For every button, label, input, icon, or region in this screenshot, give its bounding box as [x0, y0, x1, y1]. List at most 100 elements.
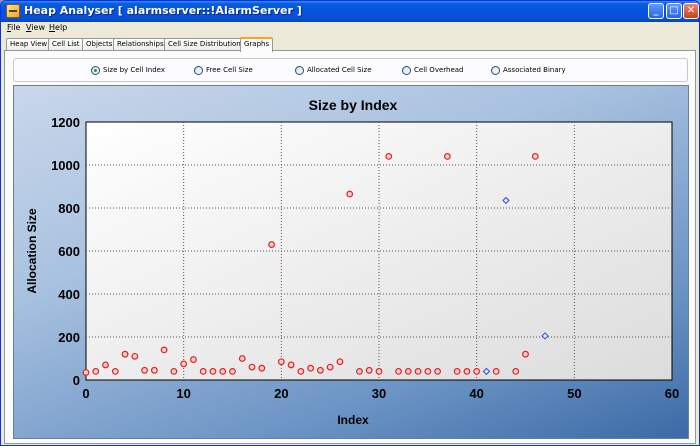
menu-file-mnemonic: F	[7, 23, 12, 32]
radio-label: Associated Binary	[503, 66, 566, 74]
data-point-free	[541, 332, 549, 340]
radio-icon	[194, 66, 203, 75]
y-axis-ticks: 0 200 400 600 800 1000 1200	[51, 115, 80, 388]
chart-area: Size by Index 0 200 400 600 800 1000 1200 0 10 2…	[13, 85, 689, 439]
data-point-allocated	[150, 366, 158, 374]
data-point-allocated	[375, 368, 383, 375]
data-point-allocated	[131, 352, 139, 360]
x-tick-label: 30	[372, 386, 386, 401]
menu-file-label: ile	[11, 23, 21, 32]
chart-title: Size by Index	[309, 97, 398, 113]
y-tick-label: 1200	[51, 115, 80, 130]
menu-view[interactable]: View	[26, 23, 45, 32]
x-tick-label: 60	[665, 386, 679, 401]
data-point-allocated	[287, 361, 295, 369]
y-tick-label: 600	[58, 244, 80, 259]
data-point-allocated	[365, 366, 373, 374]
menu-help-label: elp	[55, 23, 68, 32]
data-point-allocated	[522, 350, 529, 358]
data-point-allocated	[277, 358, 285, 366]
radio-label: Cell Overhead	[414, 66, 464, 74]
data-point-allocated	[356, 368, 363, 375]
data-point-allocated	[82, 369, 90, 376]
graphs-panel: Size by Cell Index Free Cell Size Alloca…	[4, 50, 696, 444]
data-point-allocated	[453, 368, 461, 375]
size-by-index-chart: Size by Index 0 200 400 600 800 1000 1200 0 10 2…	[25, 97, 679, 427]
data-point-allocated	[317, 366, 324, 374]
radio-label: Size by Cell Index	[103, 66, 165, 74]
menu-bar: File View Help	[1, 22, 699, 36]
data-point-allocated	[336, 358, 344, 366]
data-point-free	[482, 367, 491, 376]
data-point-allocated	[473, 368, 481, 375]
menu-help[interactable]: Help	[49, 23, 67, 32]
data-point-allocated	[258, 364, 266, 372]
grid-lines	[86, 122, 672, 380]
data-point-allocated	[111, 368, 119, 375]
data-point-allocated	[141, 366, 149, 374]
data-point-allocated	[326, 363, 334, 371]
data-point-allocated	[268, 241, 275, 248]
x-axis-ticks: 0 10 20 30 40 50 60	[82, 386, 679, 401]
data-point-allocated	[385, 152, 393, 160]
data-point-allocated	[248, 363, 256, 371]
x-tick-label: 50	[567, 386, 581, 401]
data-point-allocated	[160, 346, 168, 354]
minimize-button[interactable]: _	[648, 3, 664, 19]
close-button[interactable]: ✕	[683, 3, 699, 19]
data-point-allocated	[443, 152, 451, 160]
data-point-allocated	[404, 368, 412, 375]
x-tick-label: 10	[176, 386, 190, 401]
data-point-allocated	[434, 368, 442, 375]
data-point-allocated	[414, 368, 422, 375]
maximize-button[interactable]: □	[666, 3, 682, 19]
menu-view-label: iew	[31, 23, 45, 32]
radio-label: Allocated Cell Size	[307, 66, 372, 74]
data-point-allocated	[209, 368, 217, 375]
y-tick-label: 800	[58, 201, 80, 216]
y-axis-label: Allocation Size	[25, 208, 39, 294]
y-tick-label: 0	[73, 373, 80, 388]
x-axis-label: Index	[337, 413, 369, 427]
x-tick-label: 20	[274, 386, 288, 401]
data-point-allocated	[92, 368, 100, 375]
y-tick-label: 1000	[51, 158, 80, 173]
data-point-allocated	[424, 368, 432, 375]
data-point-allocated	[512, 368, 520, 375]
data-point-free	[502, 196, 510, 205]
x-tick-label: 40	[469, 386, 483, 401]
data-point-allocated	[229, 368, 236, 375]
data-point-allocated	[395, 368, 402, 375]
data-point-allocated	[199, 368, 207, 375]
menu-help-mnemonic: H	[49, 23, 56, 32]
menu-file[interactable]: File	[7, 23, 20, 32]
data-point-allocated	[102, 361, 109, 369]
x-tick-label: 0	[82, 386, 89, 401]
data-point-allocated	[238, 355, 246, 362]
radio-label: Free Cell Size	[206, 66, 253, 74]
tab-graphs[interactable]: Graphs	[240, 37, 274, 52]
window-title: Heap Analyser [ alarmserver::!AlarmServe…	[24, 4, 302, 17]
data-point-allocated	[307, 364, 315, 372]
radio-icon	[402, 66, 411, 75]
data-point-allocated	[531, 152, 539, 160]
data-point-allocated	[492, 368, 500, 375]
graph-type-selector: Size by Cell Index Free Cell Size Alloca…	[13, 58, 688, 82]
data-point-allocated	[297, 368, 305, 375]
data-point-allocated	[346, 190, 354, 198]
data-point-allocated	[219, 368, 227, 375]
data-point-allocated	[463, 368, 471, 375]
radio-icon	[491, 66, 500, 75]
y-tick-label: 400	[58, 287, 80, 302]
app-icon	[6, 4, 20, 18]
radio-selected-icon	[91, 66, 100, 75]
title-bar[interactable]: Heap Analyser [ alarmserver::!AlarmServe…	[1, 1, 699, 22]
data-point-allocated	[121, 350, 129, 358]
menu-view-mnemonic: V	[26, 23, 32, 32]
radio-icon	[295, 66, 304, 75]
y-tick-label: 200	[58, 330, 80, 345]
data-point-allocated	[190, 356, 197, 363]
data-point-allocated	[170, 368, 178, 375]
data-points	[82, 152, 549, 376]
